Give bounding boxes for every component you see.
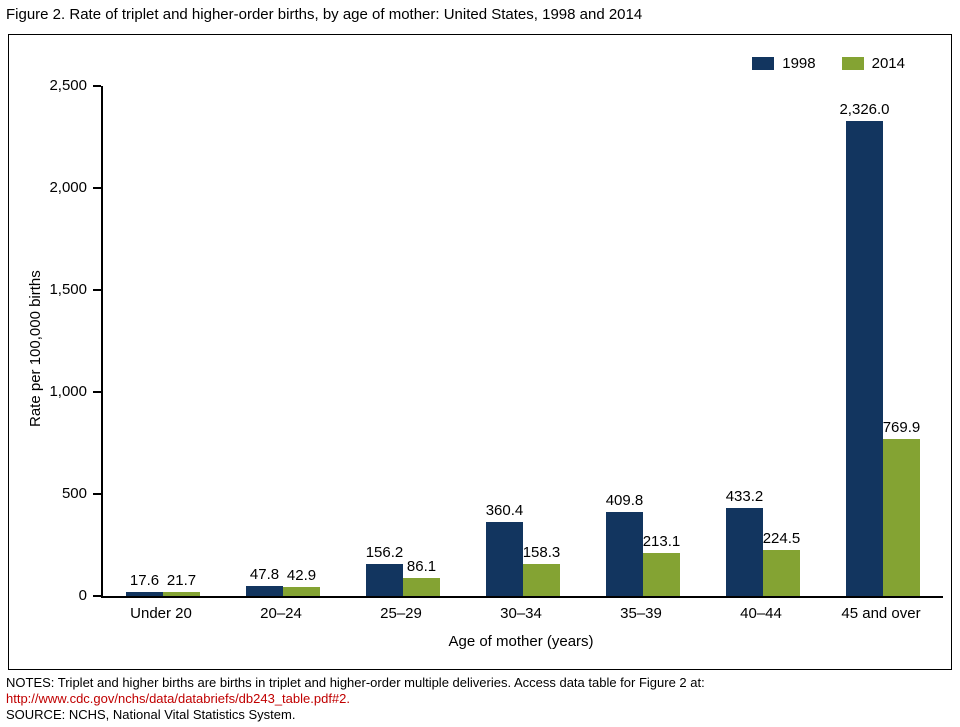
y-tick-label: 500 [61, 485, 87, 502]
bar-1998 [846, 121, 883, 596]
bar-2014 [523, 564, 560, 596]
legend-item-1998: 1998 [752, 55, 816, 72]
legend: 1998 2014 [752, 55, 905, 72]
notes-text: NOTES: Triplet and higher births are bir… [6, 675, 705, 690]
plot-area: 17.6 21.7 47.8 42.9 156.2 86.1 360.4 158.3 409.8… [101, 86, 943, 598]
y-tick-mark [93, 493, 101, 495]
x-axis-title: Age of mother (years) [448, 633, 594, 650]
bar-1998 [126, 592, 163, 596]
x-tick-label: 35–39 [620, 605, 662, 622]
bar-2014 [643, 553, 680, 596]
value-label: 158.3 [522, 544, 561, 561]
value-label: 47.8 [249, 566, 280, 583]
value-label: 409.8 [605, 492, 644, 509]
x-tick-label: 40–44 [740, 605, 782, 622]
data-table-link[interactable]: http://www.cdc.gov/nchs/data/databriefs/… [6, 691, 351, 706]
value-label: 360.4 [485, 502, 524, 519]
value-label: 2,326.0 [839, 101, 890, 118]
legend-label-2014: 2014 [871, 55, 905, 72]
bar-1998 [606, 512, 643, 596]
value-label: 86.1 [406, 558, 437, 575]
bar-2014 [763, 550, 800, 596]
x-tick-label: 20–24 [260, 605, 302, 622]
bar-2014 [283, 587, 320, 596]
y-tick-label: 2,500 [49, 77, 87, 94]
value-label: 213.1 [642, 533, 681, 550]
bar-2014 [163, 592, 200, 596]
x-tick-label: 45 and over [841, 605, 921, 622]
value-label: 769.9 [882, 419, 921, 436]
bar-1998 [486, 522, 523, 596]
bar-2014 [403, 578, 440, 596]
legend-swatch [752, 57, 775, 70]
y-tick-mark [93, 595, 101, 597]
legend-item-2014: 2014 [841, 55, 905, 72]
legend-label-1998: 1998 [782, 55, 816, 72]
value-label: 433.2 [725, 488, 764, 505]
chart-frame: 1998 2014 Rate per 100,000 births 17.6 21… [8, 34, 952, 670]
x-tick-label: Under 20 [130, 605, 192, 622]
y-tick-mark [93, 187, 101, 189]
y-tick-label: 2,000 [49, 179, 87, 196]
y-tick-mark [93, 289, 101, 291]
y-tick-mark [93, 391, 101, 393]
value-label: 21.7 [166, 572, 197, 589]
figure-title: Figure 2. Rate of triplet and higher-ord… [6, 6, 643, 23]
y-tick-mark [93, 85, 101, 87]
value-label: 17.6 [129, 572, 160, 589]
notes-block: NOTES: Triplet and higher births are bir… [6, 675, 705, 723]
y-tick-label: 1,500 [49, 281, 87, 298]
legend-swatch [841, 57, 864, 70]
bar-1998 [726, 508, 763, 596]
x-tick-label: 30–34 [500, 605, 542, 622]
source-text: SOURCE: NCHS, National Vital Statistics … [6, 707, 296, 722]
value-label: 42.9 [286, 567, 317, 584]
value-label: 224.5 [762, 530, 801, 547]
y-tick-label: 1,000 [49, 383, 87, 400]
value-label: 156.2 [365, 544, 404, 561]
bar-1998 [366, 564, 403, 596]
bar-2014 [883, 439, 920, 596]
y-tick-label: 0 [78, 587, 87, 604]
bar-1998 [246, 586, 283, 596]
x-tick-label: 25–29 [380, 605, 422, 622]
